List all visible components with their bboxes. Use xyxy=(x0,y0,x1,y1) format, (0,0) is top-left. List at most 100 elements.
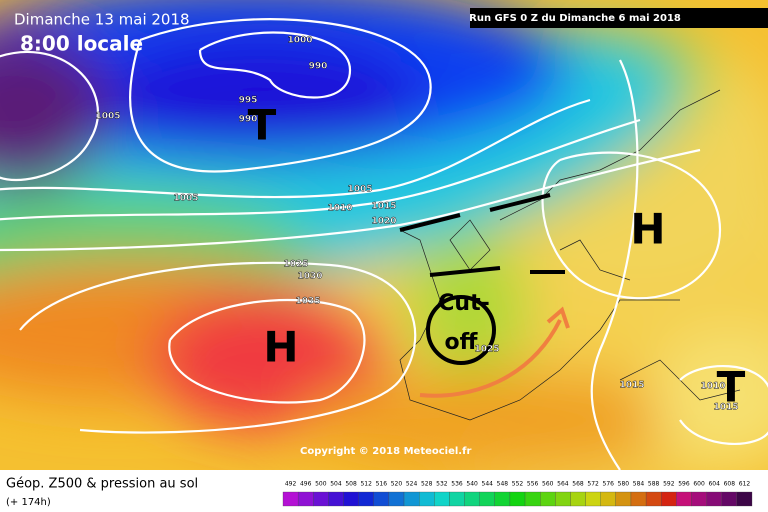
isobar xyxy=(541,151,722,300)
scale-swatch xyxy=(479,491,495,507)
scale-swatch xyxy=(328,491,344,507)
flow-arrow-head xyxy=(546,306,570,329)
date-label: Dimanche 13 mai 2018 xyxy=(14,11,190,29)
scale-label: 588 xyxy=(648,481,660,488)
isobar-label: 1015 xyxy=(371,202,396,212)
isobar xyxy=(0,118,641,221)
isobar-label: 995 xyxy=(239,96,258,106)
isobar xyxy=(0,50,99,182)
isobar-label: 1035 xyxy=(295,297,320,307)
scale-swatch xyxy=(494,491,511,507)
scale-label: 608 xyxy=(724,481,736,488)
scale-swatch xyxy=(282,491,299,507)
isobar-label: 1020 xyxy=(371,217,396,227)
isobar-label: 1010 xyxy=(700,382,725,392)
scale-label: 560 xyxy=(542,481,554,488)
annotation: Cut- xyxy=(438,291,489,316)
scale-swatch xyxy=(343,491,359,507)
annotation: off xyxy=(445,330,479,355)
scale-label: 576 xyxy=(603,481,615,488)
isobar-label: 990 xyxy=(239,115,258,125)
isobar-label: 1025 xyxy=(283,260,308,270)
scale-label: 604 xyxy=(708,481,720,488)
scale-swatch xyxy=(540,491,556,507)
isobar xyxy=(590,59,639,470)
scale-swatch xyxy=(736,491,753,507)
scale-swatch xyxy=(706,491,722,507)
scale-swatch xyxy=(509,491,526,507)
scale-swatch xyxy=(313,491,329,507)
pressure-center: T xyxy=(248,101,277,150)
scale-label: 500 xyxy=(315,481,327,488)
isobar xyxy=(679,364,768,446)
scale-label: 508 xyxy=(345,481,357,488)
scale-label: 496 xyxy=(300,481,312,488)
copyright: Copyright © 2018 Meteociel.fr xyxy=(300,446,471,457)
flow-arrow xyxy=(419,319,562,398)
scale-swatch xyxy=(615,491,632,507)
scale-label: 600 xyxy=(693,481,705,488)
scale-label: 528 xyxy=(421,481,433,488)
scale-label: 504 xyxy=(330,481,342,488)
scale-label: 592 xyxy=(663,481,675,488)
isobar xyxy=(168,298,366,404)
scale-label: 536 xyxy=(451,481,463,488)
scale-swatch xyxy=(419,491,435,507)
scale-swatch xyxy=(297,491,314,507)
run-box xyxy=(470,8,768,28)
scale-swatch xyxy=(691,491,707,507)
scale-label: 532 xyxy=(436,481,448,488)
scale-swatch xyxy=(449,491,465,507)
isobar-label: 1030 xyxy=(297,272,322,282)
isobar-label: 1015 xyxy=(619,381,644,391)
scale-label: 552 xyxy=(512,481,524,488)
scale-swatch xyxy=(555,491,571,507)
scale-swatch xyxy=(600,491,616,507)
isobar-label: 1000 xyxy=(287,36,312,46)
scale-swatch xyxy=(434,491,450,507)
scale-label: 556 xyxy=(527,481,539,488)
scale-label: 568 xyxy=(572,481,584,488)
isobar-label: 1005 xyxy=(95,112,120,122)
scale-label: 548 xyxy=(497,481,509,488)
scale-label: 544 xyxy=(482,481,494,488)
scale-label: 516 xyxy=(376,481,388,488)
isobar-label: 1005 xyxy=(173,194,198,204)
scale-label: 572 xyxy=(587,481,599,488)
scale-label: 596 xyxy=(678,481,690,488)
pressure-center: H xyxy=(263,323,298,372)
front xyxy=(399,193,565,277)
scale-label: 524 xyxy=(406,481,418,488)
isobar xyxy=(0,98,591,199)
scale-swatch xyxy=(388,491,405,507)
isobar-label: 1005 xyxy=(347,185,372,195)
legend-lead: (+ 174h) xyxy=(6,497,51,508)
scale-label: 564 xyxy=(557,481,569,488)
scale-label: 492 xyxy=(285,481,297,488)
scale-swatch xyxy=(661,491,677,507)
pressure-center: T xyxy=(717,363,746,412)
isobar-label: 1015 xyxy=(713,403,738,413)
scale-label: 580 xyxy=(618,481,630,488)
scale-swatch xyxy=(570,491,586,507)
scale-swatch xyxy=(645,491,662,507)
scale-label: 612 xyxy=(739,481,751,488)
isobar-label: 1010 xyxy=(327,204,352,214)
legend-title: Géop. Z500 & pression au sol xyxy=(6,477,198,492)
scale-swatch xyxy=(403,491,420,507)
scale-swatch xyxy=(358,491,374,507)
isobar xyxy=(19,261,417,434)
scale-swatch xyxy=(585,491,601,507)
isobar-label: 1025 xyxy=(474,345,499,355)
scale-swatch xyxy=(464,491,480,507)
run-label: Run GFS 0 Z du Dimanche 6 mai 2018 xyxy=(469,13,681,24)
scale-swatch xyxy=(524,491,541,507)
map-field: Cut- off Run GFS 0 Z du Dimanche 6 mai 2… xyxy=(0,0,768,470)
scale-label: 512 xyxy=(360,481,372,488)
isobar xyxy=(0,148,701,252)
scale-swatch xyxy=(373,491,390,507)
isobar xyxy=(198,31,352,99)
scale-swatch xyxy=(721,491,738,507)
scale-swatch xyxy=(676,491,692,507)
isobar xyxy=(129,18,432,173)
